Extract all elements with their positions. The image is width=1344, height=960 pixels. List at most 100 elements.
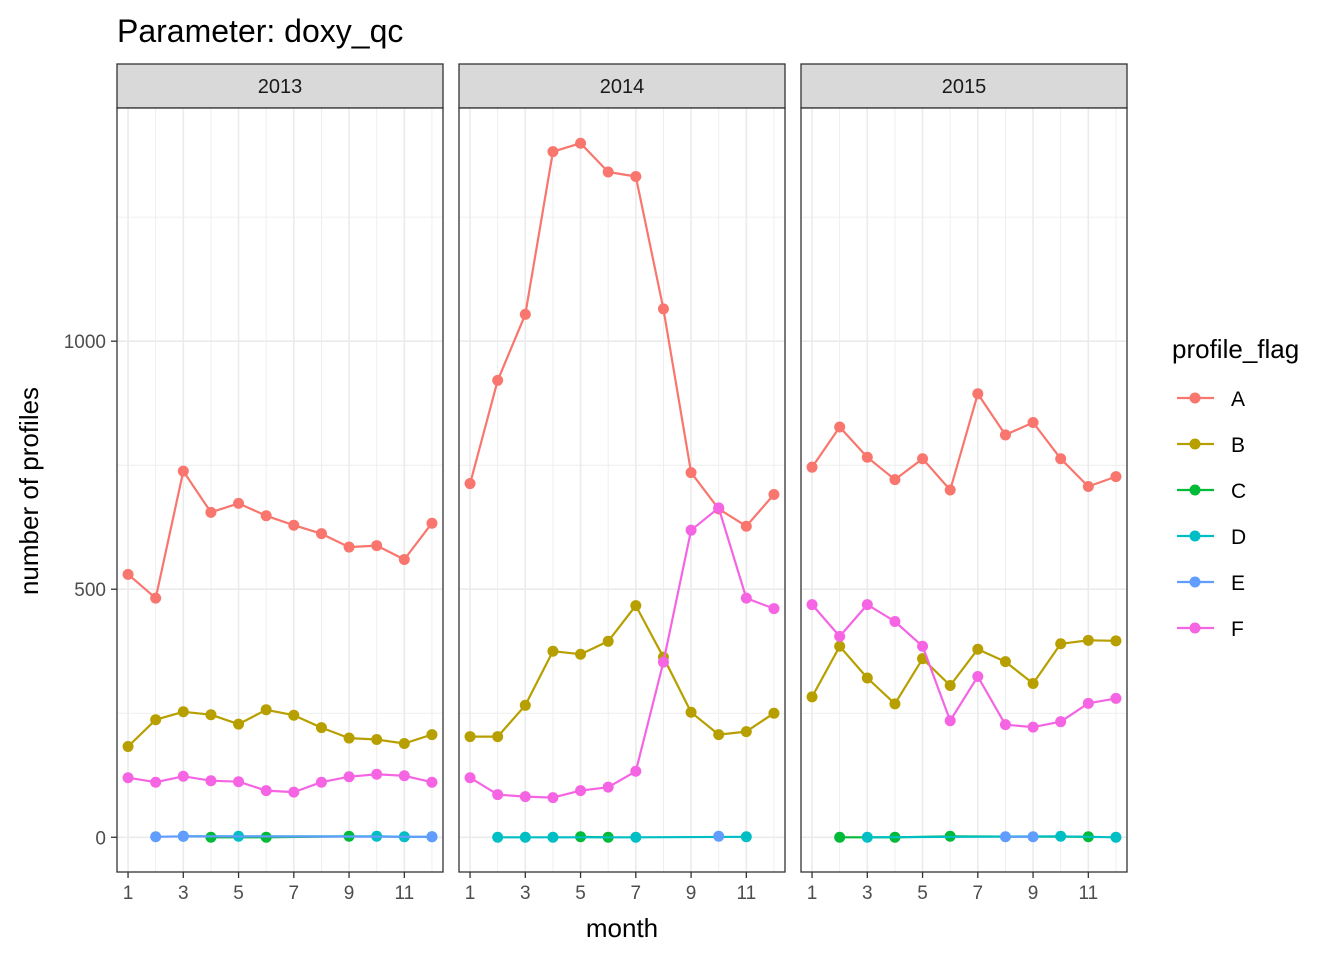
- data-point-B: [398, 738, 410, 750]
- data-point-B: [740, 726, 752, 738]
- legend-label-C: C: [1231, 480, 1246, 503]
- facet-panel-2013: 2013 1 3 5 7 9 11 0 500 1000: [64, 63, 444, 904]
- data-point-D: [547, 831, 559, 843]
- data-point-A: [1027, 417, 1039, 429]
- data-point-A: [122, 568, 134, 580]
- x-tick-label: 3: [520, 883, 531, 904]
- legend-label-D: D: [1231, 526, 1246, 549]
- data-point-A: [740, 520, 752, 532]
- x-tick-label: 1: [465, 883, 476, 904]
- data-point-A: [657, 303, 669, 315]
- facet-strip: [800, 63, 1128, 109]
- data-point-B: [889, 698, 901, 710]
- legend-key-point-B: [1189, 438, 1201, 450]
- data-point-A: [972, 388, 984, 400]
- data-point-A: [492, 374, 504, 386]
- facet-panels: 2013 1 3 5 7 9 11 0 500 1000 2014 1 3 5 7 9 11 2015 1 3 5 7 9 1…: [64, 63, 1128, 904]
- data-point-F: [972, 671, 984, 683]
- panel-border: [800, 107, 1128, 873]
- legend-key-point-E: [1189, 576, 1201, 588]
- x-tick-label: 9: [1028, 883, 1039, 904]
- legend-label-F: F: [1231, 618, 1244, 641]
- x-tick-label: 1: [807, 883, 818, 904]
- x-tick-label: 11: [736, 883, 756, 904]
- data-point-D: [1055, 830, 1067, 842]
- y-tick-label: 0: [95, 828, 106, 849]
- series-line-F: [811, 603, 1117, 729]
- data-point-B: [1110, 635, 1122, 647]
- data-point-A: [999, 429, 1011, 441]
- data-point-F: [917, 640, 929, 652]
- data-point-A: [806, 461, 818, 473]
- series-line-A: [811, 392, 1117, 492]
- data-point-B: [1082, 634, 1094, 646]
- legend-label-E: E: [1231, 572, 1245, 595]
- data-point-A: [1110, 471, 1122, 483]
- x-tick-label: 3: [862, 883, 873, 904]
- x-tick-label: 5: [575, 883, 586, 904]
- data-point-A: [768, 488, 780, 500]
- data-point-F: [602, 781, 614, 793]
- data-point-F: [315, 776, 327, 788]
- panel-border: [458, 107, 786, 873]
- data-point-B: [288, 709, 300, 721]
- data-point-B: [343, 732, 355, 744]
- facet-strip: [458, 63, 786, 109]
- data-point-A: [834, 421, 846, 433]
- data-point-F: [575, 785, 587, 797]
- data-point-D: [519, 831, 531, 843]
- data-point-A: [575, 137, 587, 149]
- x-axis-title: month: [586, 913, 658, 943]
- data-point-B: [315, 722, 327, 734]
- data-point-A: [371, 540, 383, 552]
- data-point-A: [1055, 453, 1067, 465]
- data-point-F: [233, 776, 245, 788]
- data-point-A: [398, 553, 410, 565]
- data-point-B: [944, 679, 956, 691]
- data-point-B: [260, 704, 272, 716]
- series-line-E: [155, 835, 432, 838]
- facet-strip-label: 2013: [258, 76, 303, 98]
- data-point-F: [834, 630, 846, 642]
- data-point-F: [685, 524, 697, 536]
- data-point-F: [398, 770, 410, 782]
- data-point-F: [713, 502, 725, 514]
- facet-strip-label: 2014: [600, 76, 645, 98]
- data-point-B: [122, 740, 134, 752]
- data-point-B: [575, 648, 587, 660]
- data-point-F: [492, 789, 504, 801]
- data-point-F: [1027, 721, 1039, 733]
- data-point-A: [260, 510, 272, 522]
- data-point-F: [150, 776, 162, 788]
- data-point-F: [1055, 716, 1067, 728]
- x-tick-label: 7: [631, 883, 642, 904]
- panel-background: [459, 108, 785, 872]
- data-point-D: [492, 831, 504, 843]
- legend-title: profile_flag: [1172, 334, 1299, 364]
- data-point-B: [1055, 638, 1067, 650]
- data-point-A: [519, 308, 531, 320]
- data-point-B: [426, 729, 438, 741]
- data-point-A: [944, 484, 956, 496]
- y-tick-label: 1000: [64, 332, 106, 353]
- x-tick-label: 7: [289, 883, 300, 904]
- data-point-D: [630, 831, 642, 843]
- data-point-B: [150, 714, 162, 726]
- data-point-B: [464, 731, 476, 743]
- data-point-F: [177, 770, 189, 782]
- data-point-B: [713, 729, 725, 741]
- legend-key-point-F: [1189, 622, 1201, 634]
- data-point-D: [1110, 831, 1122, 843]
- x-tick-label: 11: [394, 883, 414, 904]
- legend-label-A: A: [1231, 388, 1245, 411]
- data-point-F: [464, 772, 476, 784]
- data-point-B: [519, 699, 531, 711]
- data-point-B: [547, 645, 559, 657]
- data-point-F: [371, 768, 383, 780]
- series-line-D: [497, 835, 747, 839]
- x-tick-label: 9: [686, 883, 697, 904]
- data-point-A: [233, 497, 245, 509]
- data-point-F: [740, 592, 752, 604]
- data-point-F: [889, 615, 901, 627]
- data-point-B: [834, 640, 846, 652]
